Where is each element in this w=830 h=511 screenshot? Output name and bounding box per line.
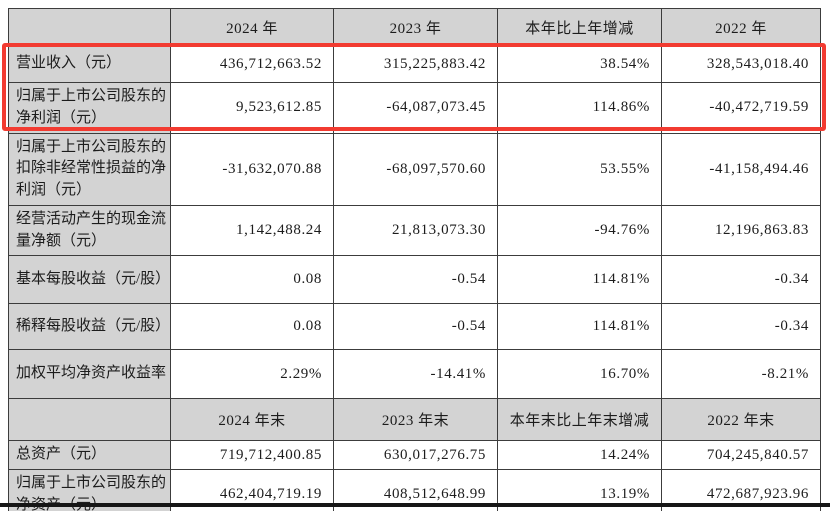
cell-2024: 9,523,612.85 — [170, 82, 334, 134]
col-header-year-end-change: 本年末比上年末增减 — [497, 398, 662, 442]
cell-2023: 315,225,883.42 — [333, 45, 498, 83]
table-row-total-assets: 总资产（元） 719,712,400.85 630,017,276.75 14.… — [8, 440, 821, 470]
cell-2022: -8.21% — [661, 349, 821, 400]
cell-change: 53.55% — [497, 132, 662, 206]
cell-2022: 704,245,840.57 — [661, 440, 821, 470]
table-row-operating-cash-flow: 经营活动产生的现金流量净额（元） 1,142,488.24 21,813,073… — [8, 204, 821, 257]
row-label: 归属于上市公司股东的净资产（元） — [8, 469, 171, 511]
financial-summary-table: 2024 年 2023 年 本年比上年增减 2022 年 营业收入（元） 436… — [8, 8, 821, 511]
row-label: 加权平均净资产收益率 — [8, 349, 171, 400]
cell-2022: -40,472,719.59 — [661, 82, 821, 134]
col-header-2023: 2023 年 — [333, 8, 498, 46]
table-row-revenue: 营业收入（元） 436,712,663.52 315,225,883.42 38… — [8, 45, 821, 83]
col-header-2024: 2024 年 — [170, 8, 334, 46]
cell-2024: 436,712,663.52 — [170, 45, 334, 83]
header-row-annual: 2024 年 2023 年 本年比上年增减 2022 年 — [8, 8, 821, 46]
cell-change: 114.81% — [497, 303, 662, 351]
row-label: 归属于上市公司股东的扣除非经常性损益的净利润（元） — [8, 132, 171, 206]
cell-2024: -31,632,070.88 — [170, 132, 334, 206]
col-header-2023-end: 2023 年末 — [333, 398, 498, 442]
cell-2022: 328,543,018.40 — [661, 45, 821, 83]
cell-2024: 719,712,400.85 — [170, 440, 334, 470]
cell-change: 14.24% — [497, 440, 662, 470]
cell-2022: -0.34 — [661, 255, 821, 305]
cell-2022: -41,158,494.46 — [661, 132, 821, 206]
page-bottom-rule — [0, 503, 830, 507]
cell-change: 38.54% — [497, 45, 662, 83]
cell-change: 16.70% — [497, 349, 662, 400]
table-row-net-profit: 归属于上市公司股东的净利润（元） 9,523,612.85 -64,087,07… — [8, 82, 821, 134]
cell-2023: -68,097,570.60 — [333, 132, 498, 206]
table-row-basic-eps: 基本每股收益（元/股） 0.08 -0.54 114.81% -0.34 — [8, 255, 821, 305]
cell-2023: -14.41% — [333, 349, 498, 400]
cell-2023: 630,017,276.75 — [333, 440, 498, 470]
table-row-weighted-avg-roe: 加权平均净资产收益率 2.29% -14.41% 16.70% -8.21% — [8, 349, 821, 400]
cell-2024: 0.08 — [170, 255, 334, 305]
row-label: 稀释每股收益（元/股） — [8, 303, 171, 351]
cell-change: 114.81% — [497, 255, 662, 305]
cell-2023: -0.54 — [333, 303, 498, 351]
cell-2022: -0.34 — [661, 303, 821, 351]
table-row-diluted-eps: 稀释每股收益（元/股） 0.08 -0.54 114.81% -0.34 — [8, 303, 821, 351]
cell-2022: 12,196,863.83 — [661, 204, 821, 257]
col-header-2024-end: 2024 年末 — [170, 398, 334, 442]
row-label: 归属于上市公司股东的净利润（元） — [8, 82, 171, 134]
cell-2023: -64,087,073.45 — [333, 82, 498, 134]
row-label: 营业收入（元） — [8, 45, 171, 83]
cell-2023: -0.54 — [333, 255, 498, 305]
cell-change: -94.76% — [497, 204, 662, 257]
cell-2024: 2.29% — [170, 349, 334, 400]
row-label: 经营活动产生的现金流量净额（元） — [8, 204, 171, 257]
cell-2023: 21,813,073.30 — [333, 204, 498, 257]
col-header-yoy-change: 本年比上年增减 — [497, 8, 662, 46]
col-header-2022-end: 2022 年末 — [661, 398, 821, 442]
row-label: 基本每股收益（元/股） — [8, 255, 171, 305]
cell-change: 114.86% — [497, 82, 662, 134]
header-row-year-end: 2024 年末 2023 年末 本年末比上年末增减 2022 年末 — [8, 398, 821, 442]
corner-cell — [8, 8, 171, 46]
col-header-2022: 2022 年 — [661, 8, 821, 46]
corner-cell — [8, 398, 171, 442]
row-label: 总资产（元） — [8, 440, 171, 470]
cell-2024: 0.08 — [170, 303, 334, 351]
cell-2024: 1,142,488.24 — [170, 204, 334, 257]
table-row-net-profit-excl-nonrecurring: 归属于上市公司股东的扣除非经常性损益的净利润（元） -31,632,070.88… — [8, 132, 821, 206]
